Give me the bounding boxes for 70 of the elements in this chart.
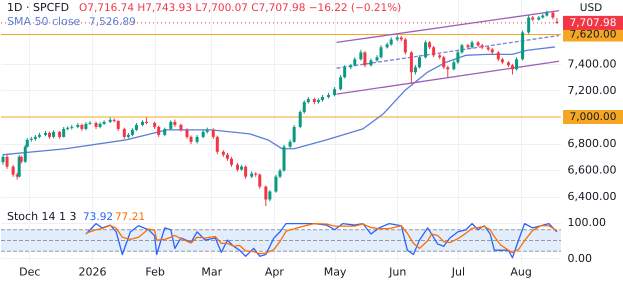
- candlestick: [380, 44, 383, 59]
- x-tick-label: Apr: [264, 266, 284, 278]
- annotation: O7,716.74 H7,743.93 L7,700.07 C7,707.98 −16.22 (−0.21%): [79, 2, 402, 14]
- candlestick: [432, 45, 436, 58]
- candlestick: [212, 128, 215, 140]
- candlestick: [515, 56, 518, 71]
- candlestick: [414, 64, 417, 75]
- candlestick: [410, 50, 413, 84]
- candlestick: [274, 174, 278, 194]
- candlestick: [302, 100, 306, 114]
- candlestick: [424, 40, 428, 59]
- x-tick-label: Dec: [19, 266, 40, 278]
- annotation: 7,526.89: [89, 16, 136, 28]
- ref-line-label: 7,620.00: [570, 28, 616, 41]
- candlestick: [6, 154, 9, 170]
- candlestick: [452, 60, 456, 71]
- candlestick: [230, 156, 233, 168]
- x-tick-label: Jul: [450, 266, 466, 278]
- y-tick-label: 6,800.00: [568, 137, 616, 150]
- candlestick: [418, 54, 421, 69]
- candlestick: [185, 128, 188, 140]
- y-tick-label: 6,400.00: [568, 190, 616, 204]
- candlestick: [157, 125, 160, 138]
- text: SMA 50 close: [7, 15, 81, 28]
- candlestick: [268, 190, 272, 202]
- x-tick-label: 2026: [78, 266, 106, 278]
- candlestick: [278, 168, 282, 179]
- candlestick: [333, 86, 336, 97]
- x-tick-label: Mar: [201, 266, 223, 278]
- candlestick: [244, 164, 248, 180]
- y-tick-label: 100.00: [568, 216, 606, 230]
- candlestick: [442, 55, 446, 70]
- candlestick: [298, 110, 302, 129]
- text: USD: [580, 2, 602, 14]
- x-tick-label: May: [324, 266, 347, 278]
- x-tick-label: Jun: [388, 266, 406, 278]
- y-tick-label: 6,600.00: [568, 164, 616, 177]
- y-tick-label: 0.00: [568, 252, 592, 265]
- line-series: [2, 46, 556, 156]
- chart-title: 1D · SPCFD: [7, 1, 70, 14]
- candlestick: [460, 43, 464, 54]
- chart-title: Stoch 14 1 3: [7, 210, 77, 223]
- candlestick: [496, 50, 500, 62]
- candlestick: [264, 184, 268, 207]
- candlestick: [122, 127, 126, 140]
- annotation: 77.21: [115, 211, 146, 223]
- candlestick: [527, 14, 530, 34]
- candlestick: [456, 50, 460, 64]
- candlestick: [258, 172, 262, 190]
- candlestick: [62, 126, 66, 138]
- x-tick-label: Feb: [145, 266, 165, 278]
- candlestick: [339, 74, 342, 91]
- y-tick-label: 7,200.00: [568, 84, 616, 97]
- candlestick: [116, 120, 120, 132]
- candlestick: [2, 154, 5, 166]
- candlestick: [363, 50, 366, 68]
- candlestick: [12, 164, 15, 178]
- candlestick: [216, 135, 219, 155]
- candlestick: [343, 64, 346, 79]
- candlestick: [282, 144, 286, 172]
- candlestick: [404, 37, 407, 55]
- x-tick-label: Aug: [510, 266, 532, 278]
- annotation: 73.92: [83, 211, 114, 223]
- y-tick-label: 7,400.00: [568, 57, 616, 70]
- candlestick: [292, 124, 296, 144]
- ref-line-label: 7,000.00: [570, 110, 616, 123]
- candlestick: [359, 49, 362, 61]
- ref-line-label: 7,707.98: [570, 16, 616, 29]
- candlestick: [169, 120, 172, 131]
- candlestick: [353, 56, 356, 67]
